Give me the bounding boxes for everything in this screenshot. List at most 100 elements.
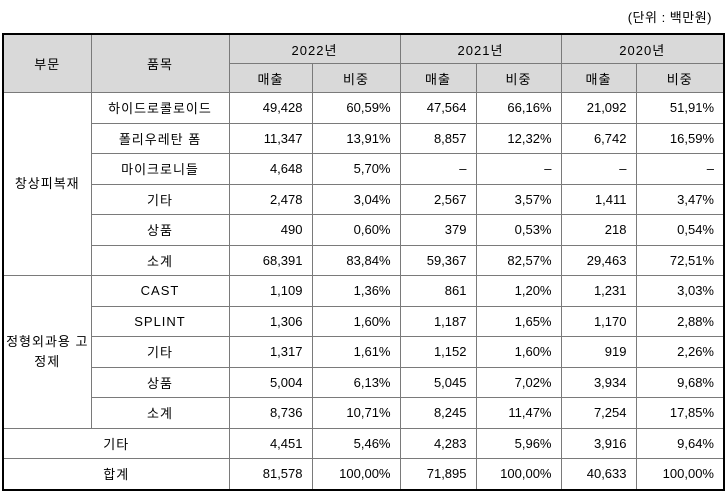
sales-cell: 1,411 xyxy=(560,183,637,215)
sales-cell: 1,317 xyxy=(228,336,313,368)
table-row: SPLINT 1,306 1,60% 1,187 1,65% 1,170 2,8… xyxy=(3,305,725,337)
item-cell: 하이드로콜로이드 xyxy=(90,92,230,124)
header-year-2021: 2021년 xyxy=(399,33,562,64)
division-cell-wound-dressing: 창상피복재 xyxy=(2,92,92,276)
share-cell: 72,51% xyxy=(635,244,725,276)
table-row: 상품 5,004 6,13% 5,045 7,02% 3,934 9,68% xyxy=(3,366,725,398)
share-cell: 17,85% xyxy=(635,397,725,429)
header-row-measures: 매출 비중 매출 비중 매출 비중 xyxy=(3,63,725,93)
sales-cell: 11,347 xyxy=(228,122,313,154)
header-item: 품목 xyxy=(90,33,230,93)
sales-cell: 68,391 xyxy=(228,244,313,276)
sales-cell: 40,633 xyxy=(560,458,637,490)
table-row: 기타 1,317 1,61% 1,152 1,60% 919 2,26% xyxy=(3,336,725,368)
share-cell: 1,61% xyxy=(311,336,401,368)
total-row-label: 합계 xyxy=(2,458,230,490)
table-row: 마이크로니들 4,648 5,70% – – – – xyxy=(3,153,725,185)
sales-cell: 81,578 xyxy=(228,458,313,490)
sales-cell: 4,451 xyxy=(228,427,313,459)
share-cell: 5,46% xyxy=(311,427,401,459)
table-row: 폴리우레탄 폼 11,347 13,91% 8,857 12,32% 6,742… xyxy=(3,122,725,154)
item-cell: SPLINT xyxy=(90,305,230,337)
sales-cell: 4,283 xyxy=(399,427,477,459)
division-cell-orthopedic-fixation: 정형외과용 고정제 xyxy=(2,275,92,429)
share-cell: 12,32% xyxy=(475,122,562,154)
sales-cell: 3,916 xyxy=(560,427,637,459)
header-division: 부문 xyxy=(2,33,92,93)
sales-cell: 2,567 xyxy=(399,183,477,215)
header-sales-2022: 매출 xyxy=(228,63,313,93)
table-row: 창상피복재 하이드로콜로이드 49,428 60,59% 47,564 66,1… xyxy=(2,92,725,276)
item-cell: 폴리우레탄 폼 xyxy=(90,122,230,154)
sales-cell: 861 xyxy=(399,275,477,307)
sales-cell: 2,478 xyxy=(228,183,313,215)
share-cell: 83,84% xyxy=(311,244,401,276)
sales-cell: 379 xyxy=(399,214,477,246)
share-cell: 100,00% xyxy=(311,458,401,490)
share-cell: 100,00% xyxy=(635,458,725,490)
table-row: 소계 68,391 83,84% 59,367 82,57% 29,463 72… xyxy=(3,244,725,276)
share-cell: 3,04% xyxy=(311,183,401,215)
share-cell: 10,71% xyxy=(311,397,401,429)
sales-cell: 1,109 xyxy=(228,275,313,307)
sales-cell: 6,742 xyxy=(560,122,637,154)
table-row: 기타 2,478 3,04% 2,567 3,57% 1,411 3,47% xyxy=(3,183,725,215)
header-share-2022: 비중 xyxy=(311,63,401,93)
share-cell: 51,91% xyxy=(635,92,725,124)
share-cell: 66,16% xyxy=(475,92,562,124)
share-cell: 6,13% xyxy=(311,366,401,398)
sales-cell: 47,564 xyxy=(399,92,477,124)
share-cell: – xyxy=(635,153,725,185)
table-row: 소계 8,736 10,71% 8,245 11,47% 7,254 17,85… xyxy=(3,397,725,429)
share-cell: 5,70% xyxy=(311,153,401,185)
header-row-years: 부문 품목 2022년 2021년 2020년 xyxy=(2,33,725,93)
share-cell: – xyxy=(475,153,562,185)
sales-cell: 919 xyxy=(560,336,637,368)
sales-cell: 218 xyxy=(560,214,637,246)
item-cell: 상품 xyxy=(90,214,230,246)
share-cell: 100,00% xyxy=(475,458,562,490)
sales-cell: 5,004 xyxy=(228,366,313,398)
sales-cell: 1,187 xyxy=(399,305,477,337)
header-sales-2021: 매출 xyxy=(399,63,477,93)
header-share-2020: 비중 xyxy=(635,63,725,93)
sales-cell: – xyxy=(560,153,637,185)
share-cell: 7,02% xyxy=(475,366,562,398)
sales-cell: 7,254 xyxy=(560,397,637,429)
table-row: 정형외과용 고정제 CAST 1,109 1,36% 861 1,20% 1,2… xyxy=(2,275,725,429)
share-cell: 1,20% xyxy=(475,275,562,307)
item-cell: 상품 xyxy=(90,366,230,398)
item-cell: CAST xyxy=(90,275,230,307)
share-cell: 3,47% xyxy=(635,183,725,215)
share-cell: 9,64% xyxy=(635,427,725,459)
share-cell: 82,57% xyxy=(475,244,562,276)
share-cell: 3,03% xyxy=(635,275,725,307)
sales-cell: 5,045 xyxy=(399,366,477,398)
sales-cell: 8,736 xyxy=(228,397,313,429)
header-sales-2020: 매출 xyxy=(560,63,637,93)
share-cell: 1,60% xyxy=(475,336,562,368)
share-cell: 2,26% xyxy=(635,336,725,368)
sales-cell: 29,463 xyxy=(560,244,637,276)
sales-cell: 8,245 xyxy=(399,397,477,429)
sales-cell: 1,306 xyxy=(228,305,313,337)
share-cell: 60,59% xyxy=(311,92,401,124)
share-cell: 5,96% xyxy=(475,427,562,459)
table-row: 상품 490 0,60% 379 0,53% 218 0,54% xyxy=(3,214,725,246)
sales-cell: 8,857 xyxy=(399,122,477,154)
share-cell: 3,57% xyxy=(475,183,562,215)
sales-cell: 21,092 xyxy=(560,92,637,124)
header-year-2022: 2022년 xyxy=(228,33,401,64)
share-cell: 16,59% xyxy=(635,122,725,154)
share-cell: 13,91% xyxy=(311,122,401,154)
item-cell: 기타 xyxy=(90,183,230,215)
sales-cell: 71,895 xyxy=(399,458,477,490)
sales-cell: 1,231 xyxy=(560,275,637,307)
share-cell: 1,36% xyxy=(311,275,401,307)
sales-cell: – xyxy=(399,153,477,185)
sales-cell: 1,152 xyxy=(399,336,477,368)
share-cell: 2,88% xyxy=(635,305,725,337)
share-cell: 1,60% xyxy=(311,305,401,337)
sales-cell: 3,934 xyxy=(560,366,637,398)
share-cell: 1,65% xyxy=(475,305,562,337)
